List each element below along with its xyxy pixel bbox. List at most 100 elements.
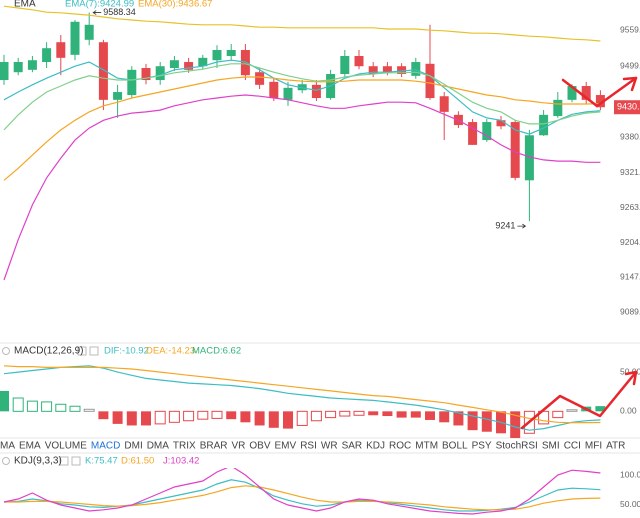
- indicator-line: [3, 94, 601, 281]
- y-tick-label: 0.00: [620, 406, 637, 416]
- indicator-tab[interactable]: MA: [0, 441, 15, 452]
- macd-bar: [310, 410, 322, 422]
- macd-bar: [12, 397, 24, 412]
- indicator-tab[interactable]: MFI: [585, 441, 602, 452]
- indicator-tab[interactable]: MACD: [91, 441, 120, 452]
- red-arrows: [520, 76, 638, 430]
- indicator-tab[interactable]: DMI: [124, 441, 142, 452]
- indicator-line: [3, 59, 601, 135]
- last-price-box: [614, 100, 640, 115]
- macd-bar: [112, 411, 123, 424]
- candle-body: [198, 57, 208, 67]
- indicator-tab[interactable]: EMV: [275, 441, 297, 452]
- indicator-tab[interactable]: SAR: [342, 441, 363, 452]
- settings-icon[interactable]: [77, 346, 87, 356]
- candle-body: [340, 56, 350, 75]
- candle-body: [56, 42, 66, 58]
- y-tick-label: 50.00: [620, 499, 640, 509]
- y-tick-label: 9204.9: [620, 237, 640, 247]
- high-label: 9588.34: [103, 7, 136, 17]
- macd-bar: [595, 406, 606, 412]
- indicator-tab[interactable]: VOLUME: [45, 441, 88, 452]
- indicator-tab[interactable]: SMI: [542, 441, 560, 452]
- macd-bar: [368, 411, 379, 416]
- macd-bar: [168, 410, 180, 423]
- candle-body: [397, 66, 407, 75]
- candle-body: [368, 66, 378, 75]
- y-tick-label: 9380.4: [620, 132, 640, 142]
- candle-body: [539, 114, 549, 136]
- macd-bar: [425, 411, 435, 420]
- panel-title: KDJ(9,3,3): [14, 456, 62, 467]
- indicator-tab[interactable]: RSI: [300, 441, 317, 452]
- candle-body: [496, 120, 506, 127]
- indicator-tab[interactable]: CCI: [564, 441, 581, 452]
- indicator-line: [3, 63, 601, 131]
- macd-bar: [467, 411, 478, 431]
- indicator-tab[interactable]: TRIX: [173, 441, 196, 452]
- candle-body: [468, 122, 478, 145]
- indicator-tab[interactable]: MTM: [415, 441, 438, 452]
- indicator-line: [4, 485, 601, 511]
- indicator-tab[interactable]: BOLL: [442, 441, 468, 452]
- indicator-line: [3, 365, 601, 424]
- candle-body: [524, 135, 534, 181]
- macd-bar: [41, 401, 53, 412]
- candle-body: [255, 72, 265, 85]
- radio-icon[interactable]: [2, 457, 10, 465]
- macd-bar: [69, 405, 81, 412]
- indicator-tab[interactable]: PSY: [472, 441, 492, 452]
- indicator-tab[interactable]: StochRSI: [496, 441, 538, 452]
- macd-bar: [566, 409, 578, 412]
- macd-bar: [382, 411, 393, 417]
- y-tick-label: 9147.1: [620, 272, 640, 282]
- indicator-tab[interactable]: KDJ: [366, 441, 385, 452]
- legend-entry: DEA:-14.23: [146, 346, 195, 357]
- header-icons[interactable]: [2, 346, 99, 466]
- macd-bar: [552, 410, 564, 419]
- indicator-tab[interactable]: ATR: [606, 441, 625, 452]
- macd-bar: [453, 411, 464, 426]
- indicator-tab[interactable]: EMA: [19, 441, 41, 452]
- candle-body: [311, 84, 321, 99]
- y-tick-label: 100.00: [620, 469, 640, 479]
- candle-body: [98, 42, 108, 100]
- low-label: 9241: [495, 220, 515, 230]
- macd-bar: [26, 400, 38, 412]
- macd-bar: [325, 410, 337, 419]
- indicator-tab[interactable]: VR: [232, 441, 246, 452]
- legend-entry: K:75.47: [85, 456, 118, 467]
- y-tick-label: 50.00: [620, 366, 640, 376]
- radio-icon[interactable]: [2, 347, 10, 355]
- indicator-tab[interactable]: WR: [321, 441, 338, 452]
- settings-icon[interactable]: [59, 456, 69, 466]
- indicator-tab[interactable]: DMA: [147, 441, 170, 452]
- close-icon[interactable]: [71, 456, 81, 466]
- arrow-glyph: [517, 223, 527, 229]
- close-icon[interactable]: [89, 346, 99, 356]
- macd-bar: [254, 411, 265, 426]
- candle-body: [84, 24, 94, 40]
- macd-bar: [126, 411, 137, 426]
- legend-entry: D:61.50: [121, 456, 154, 467]
- macd-bar: [83, 408, 95, 412]
- indicator-tab[interactable]: BRAR: [200, 441, 228, 452]
- candle-body: [226, 50, 236, 57]
- candle-body: [581, 86, 591, 100]
- y-tick-label: 9559.3: [620, 24, 640, 34]
- candle-body: [595, 95, 605, 108]
- y-tick-label: 9499.3: [620, 60, 640, 70]
- indicator-tab[interactable]: ROC: [389, 441, 411, 452]
- indicator-tab[interactable]: OBV: [249, 441, 270, 452]
- candle-body: [27, 60, 37, 70]
- arrow-head: [624, 370, 638, 386]
- candle-body: [42, 48, 52, 63]
- candle-body: [283, 87, 293, 100]
- last-price-label: 9430.7: [617, 102, 640, 112]
- candle-body: [354, 56, 364, 67]
- candle-body: [13, 62, 23, 73]
- macd-bar: [226, 411, 237, 420]
- candle-body: [70, 21, 80, 55]
- panel-title: EMA: [14, 0, 36, 10]
